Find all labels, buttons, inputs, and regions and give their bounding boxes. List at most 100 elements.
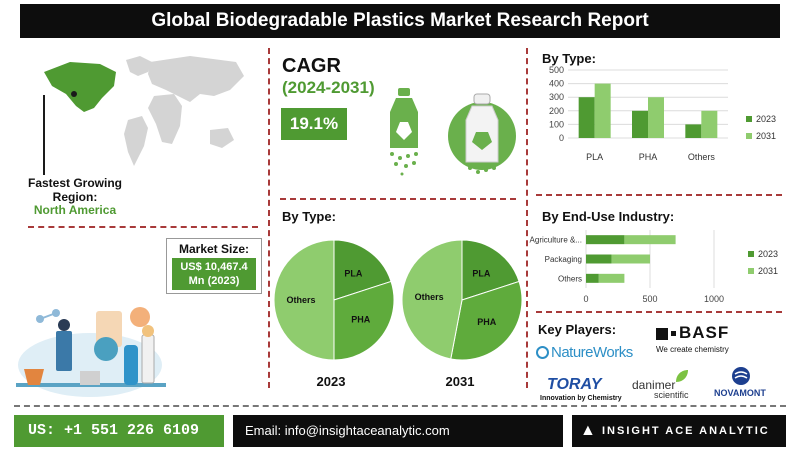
divider-mid-row (280, 198, 516, 200)
pie-slice-label: PHA (477, 317, 497, 327)
map-pointer-line (43, 95, 45, 175)
bar-chart-title: By Type: (542, 51, 596, 66)
divider-right (526, 48, 528, 388)
pie-slice-label: Others (286, 295, 315, 305)
divider-right-row1 (536, 194, 782, 196)
map-greenland (126, 56, 152, 76)
v-legend-label: 2023 (756, 114, 776, 124)
page-title: Global Biodegradable Plastics Market Res… (20, 4, 780, 38)
basf-logo: BASF (656, 323, 729, 343)
map-australia (210, 128, 234, 148)
h-xtick-label: 1000 (704, 294, 724, 304)
v-legend-swatch (746, 116, 752, 122)
h-bar (624, 235, 676, 245)
hbar-chart-title: By End-Use Industry: (542, 209, 675, 224)
h-bar (586, 254, 612, 264)
cagr-label: CAGR (282, 55, 341, 77)
map-marker (71, 91, 77, 97)
pie-slice (333, 239, 392, 301)
footer-phone[interactable]: US: +1 551 226 6109 (14, 415, 224, 447)
lab-illustration (16, 307, 166, 397)
v-ytick-label: 200 (549, 106, 564, 116)
v-ytick-label: 400 (549, 79, 564, 89)
toray-tagline: Innovation by Chemistry (540, 395, 622, 402)
h-category-label: Agriculture &... (530, 236, 582, 245)
h-legend-swatch (748, 268, 754, 274)
pie-slice (450, 280, 523, 361)
brand-logo-icon: ▲ (580, 422, 596, 439)
pie-2023-label: 2023 (316, 374, 346, 389)
v-bar (578, 97, 595, 138)
map-africa (148, 94, 182, 144)
type-bar-chart: 0 100 200 300 400 500 PLA PHA Others 2023 2031 (549, 65, 776, 162)
world-map (44, 56, 244, 166)
h-xtick-label: 500 (642, 294, 657, 304)
pie-2031: PLA PHA Others (401, 239, 523, 361)
pie-slice-label: PHA (351, 314, 371, 324)
map-south-america (124, 116, 148, 166)
v-bar (648, 97, 664, 138)
footer-brand: ▲ INSIGHT ACE ANALYTIC (572, 415, 786, 447)
v-ytick-label: 0 (559, 133, 564, 143)
market-size-box: Market Size: US$ 10,467.4 Mn (2023) (166, 238, 262, 294)
h-legend-label: 2031 (758, 266, 778, 276)
region-value: North America (33, 203, 117, 217)
v-category-label: PHA (639, 152, 658, 162)
pie-slice (461, 239, 520, 301)
h-xtick-label: 0 (583, 294, 588, 304)
v-bar (701, 110, 718, 138)
h-category-label: Others (558, 274, 582, 283)
end-use-bar-chart: 0 500 1000 Agriculture &... Packaging Others 2… (530, 230, 778, 304)
divider-footer (14, 405, 786, 407)
v-legend-swatch (746, 133, 752, 139)
divider-right-row2 (536, 311, 782, 313)
v-category-label: Others (688, 152, 716, 162)
h-bar (586, 235, 625, 245)
divider-left (268, 48, 270, 388)
natureworks-logo: NatureWorks (536, 344, 633, 361)
v-legend-label: 2031 (756, 131, 776, 141)
market-size-label: Market Size: (178, 242, 250, 256)
h-bar (611, 254, 650, 264)
v-category-label: PLA (586, 152, 603, 162)
pie-slice (401, 239, 463, 360)
divider-left-row (28, 226, 258, 228)
pie-slice-label: PLA (472, 268, 491, 278)
v-bar (594, 83, 611, 138)
h-legend-swatch (748, 251, 754, 257)
basf-tagline: We create chemistry (656, 345, 729, 354)
danimer-logo: danimer (632, 378, 676, 392)
v-bar (685, 124, 702, 138)
v-ytick-label: 100 (549, 119, 564, 129)
key-players-title: Key Players: (538, 322, 617, 337)
v-bar (632, 110, 648, 138)
danimer-leaf-icon (676, 370, 688, 382)
recycle-bottle-icon (448, 93, 516, 174)
region-label: Fastest Growing Region: (27, 176, 122, 204)
pie-slice (333, 280, 395, 361)
pie-charts: PLA PHA Others PLA PHA Others (273, 239, 523, 361)
h-legend-label: 2023 (758, 249, 778, 259)
pie-slice-label: PLA (344, 268, 363, 278)
map-north-america (44, 62, 116, 112)
novamont-icon (732, 367, 750, 385)
novamont-logo: NOVAMONT (714, 388, 766, 398)
h-bar (598, 273, 625, 283)
map-eurasia (148, 56, 244, 102)
toray-logo: TORAY (547, 376, 602, 393)
h-bar (586, 273, 599, 283)
pie-2023: PLA PHA Others (273, 239, 395, 361)
v-ytick-label: 500 (549, 65, 564, 75)
cagr-period: (2024-2031) (282, 78, 375, 97)
pie-slice (273, 239, 335, 361)
cagr-value: 19.1% (281, 108, 347, 140)
h-category-label: Packaging (545, 255, 582, 264)
pie-2031-label: 2031 (445, 374, 475, 389)
market-size-value: US$ 10,467.4 Mn (2023) (172, 258, 256, 290)
danimer-sub: scientific (654, 390, 689, 400)
v-ytick-label: 300 (549, 92, 564, 102)
bottle-icon (390, 88, 418, 176)
pie-section-title: By Type: (282, 209, 336, 224)
pie-slice-label: Others (415, 292, 444, 302)
footer-email[interactable]: Email: info@insightaceanalytic.com (233, 415, 563, 447)
